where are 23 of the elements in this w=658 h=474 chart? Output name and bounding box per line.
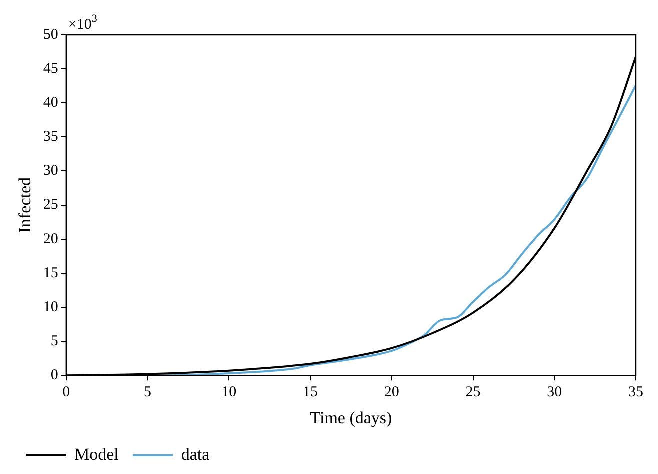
x-tick-label: 5	[144, 384, 152, 401]
x-tick-label: 10	[222, 384, 237, 401]
legend-label: data	[181, 444, 210, 464]
y-tick-label: 50	[43, 26, 58, 43]
x-tick-label: 0	[62, 384, 70, 401]
y-tick-label: 30	[43, 163, 58, 180]
x-axis-title: Time (days)	[310, 408, 392, 428]
y-tick-label: 20	[43, 231, 58, 248]
x-tick-label: 25	[466, 384, 481, 401]
x-tick-label: 35	[628, 384, 644, 401]
y-tick-label: 15	[43, 265, 58, 282]
x-tick-label: 20	[384, 384, 400, 401]
x-tick-label: 30	[547, 384, 562, 401]
y-tick-label: 40	[43, 95, 58, 112]
y-tick-label: 25	[43, 197, 58, 214]
y-tick-label: 45	[43, 61, 58, 77]
y-tick-label: 5	[50, 333, 58, 350]
y-tick-label: 10	[43, 299, 58, 316]
x-tick-label: 15	[303, 384, 318, 401]
y-tick-label: 0	[50, 368, 58, 384]
y-axis-title: Infected	[16, 176, 35, 234]
y-tick-label: 35	[43, 129, 58, 146]
legend-label: Model	[74, 444, 120, 464]
